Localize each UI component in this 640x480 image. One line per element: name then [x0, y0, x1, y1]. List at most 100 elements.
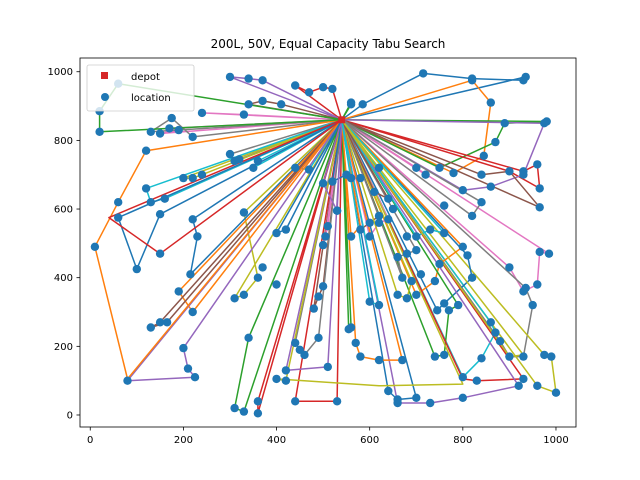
location-point: [314, 333, 323, 342]
location-point: [272, 374, 281, 384]
y-tick-label: 800: [54, 136, 73, 147]
route-line: [275, 119, 464, 387]
location-point: [356, 173, 365, 183]
location-point: [435, 163, 444, 172]
location-point: [258, 263, 267, 272]
location-point: [277, 100, 286, 109]
location-point: [486, 182, 495, 191]
location-point: [519, 374, 528, 384]
location-point: [253, 273, 263, 282]
route-line: [233, 119, 343, 300]
x-tick-label: 200: [174, 435, 193, 446]
location-point: [332, 397, 342, 406]
location-point: [300, 350, 309, 360]
y-tick-label: 0: [67, 410, 73, 421]
location-point: [230, 403, 239, 413]
location-point: [458, 393, 467, 402]
route-line: [341, 119, 525, 358]
location-point: [440, 201, 449, 210]
location-point: [544, 249, 554, 258]
location-point: [384, 386, 393, 396]
location-point: [458, 373, 467, 382]
location-point: [384, 194, 393, 203]
location-point: [291, 397, 300, 406]
x-tick-label: 0: [87, 435, 93, 446]
routes-layer: [94, 72, 557, 415]
location-point: [323, 362, 332, 372]
location-point: [155, 129, 165, 138]
location-point: [535, 247, 544, 257]
y-tick-label: 600: [54, 205, 73, 216]
x-tick-label: 800: [453, 435, 472, 446]
location-point: [249, 163, 258, 172]
location-point: [365, 297, 374, 306]
route-line: [322, 119, 343, 212]
location-point: [398, 355, 407, 365]
location-point: [535, 184, 544, 193]
y-tick-label: 200: [54, 342, 73, 353]
x-axis: 0 200 400 600 800 1000: [87, 427, 569, 446]
route-line: [257, 119, 343, 415]
location-point: [346, 232, 356, 241]
location-point: [132, 264, 141, 274]
location-point: [197, 170, 207, 179]
location-point: [356, 225, 365, 234]
location-point: [318, 282, 328, 291]
location-point: [402, 232, 412, 241]
route-line: [340, 119, 418, 279]
location-point: [533, 381, 542, 390]
y-axis: 0 200 400 600 800 1000: [48, 67, 80, 421]
route-line: [341, 119, 557, 394]
location-point: [458, 186, 467, 195]
location-point: [467, 76, 477, 85]
location-point: [491, 137, 500, 147]
plot-frame: [79, 57, 577, 428]
route-line: [341, 119, 548, 169]
location-point: [239, 290, 249, 299]
location-point: [393, 290, 402, 299]
location-point: [486, 318, 495, 327]
location-point: [374, 300, 384, 310]
route-line: [340, 119, 404, 361]
location-point: [486, 98, 495, 107]
location-point: [426, 225, 435, 234]
location-point: [90, 242, 100, 251]
location-point: [155, 249, 165, 258]
location-point: [230, 294, 239, 303]
route-line: [341, 119, 459, 358]
location-point: [281, 366, 291, 375]
location-point: [547, 352, 556, 361]
route-line: [294, 119, 343, 403]
location-point: [351, 338, 360, 348]
location-point: [540, 350, 549, 360]
location-point: [454, 300, 463, 310]
legend: depot location: [86, 64, 195, 112]
route-line: [108, 119, 343, 255]
location-point: [407, 276, 416, 286]
location-point: [318, 240, 328, 250]
location-point: [388, 204, 398, 214]
route-line: [275, 119, 343, 234]
location-point: [495, 337, 505, 346]
location-point: [197, 108, 207, 118]
location-point: [225, 149, 235, 159]
location-point: [402, 294, 412, 303]
location-point: [384, 215, 393, 224]
location-point: [393, 252, 402, 262]
location-point: [374, 163, 384, 172]
location-point: [321, 232, 330, 241]
location-point: [309, 304, 318, 313]
location-point: [440, 350, 449, 360]
location-point: [281, 225, 291, 234]
location-point: [146, 127, 155, 136]
location-point: [419, 69, 428, 78]
location-point: [491, 328, 500, 337]
location-point: [304, 88, 314, 97]
location-point: [291, 338, 300, 348]
location-point: [505, 352, 514, 361]
y-tick-label: 1000: [48, 67, 73, 78]
location-point: [318, 83, 328, 92]
depot-point: [338, 116, 346, 124]
location-point: [188, 215, 197, 224]
